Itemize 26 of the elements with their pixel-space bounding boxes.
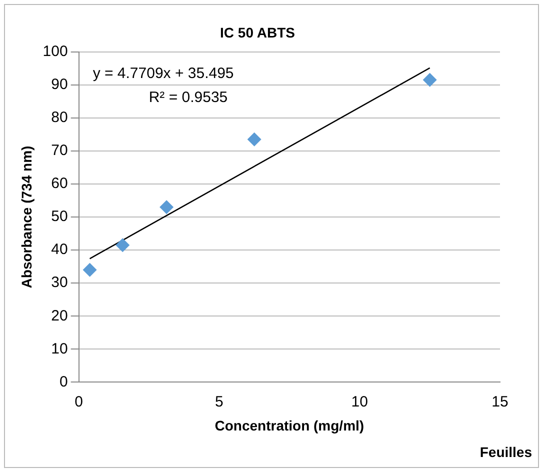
x-tick-label: 15: [492, 393, 508, 410]
x-tick-label: 10: [351, 393, 368, 410]
point: [247, 132, 262, 146]
text: Feuilles: [480, 444, 532, 460]
y-tick-label: 50: [51, 208, 68, 226]
x-tick-label: 0: [74, 393, 83, 410]
y-tick-label: 100: [42, 42, 68, 60]
annotation: R² = 0.9535: [148, 88, 228, 106]
y-tick-label: 80: [51, 109, 68, 126]
point: [160, 200, 174, 214]
y-tick-label: 70: [51, 142, 68, 160]
y-tick-label: 40: [51, 241, 68, 258]
y-tick-label: 20: [51, 307, 68, 324]
point: [116, 238, 130, 252]
point: [82, 262, 97, 277]
chart-title: IC 50 ABTS: [220, 24, 295, 40]
annotation: y = 4.7709x + 35.495: [92, 64, 234, 82]
y-tick-label: 0: [59, 373, 68, 390]
y-tick-label: 30: [51, 274, 68, 292]
point: [422, 72, 437, 87]
y-axis-title: Absorbance (734 nm): [18, 146, 34, 288]
y-tick-label: 60: [51, 175, 68, 192]
x-tick-label: 5: [215, 393, 224, 410]
y-tick-label: 90: [51, 76, 68, 93]
x-axis-title: Concentration (mg/ml): [214, 417, 364, 434]
y-tick-label: 10: [51, 340, 68, 358]
